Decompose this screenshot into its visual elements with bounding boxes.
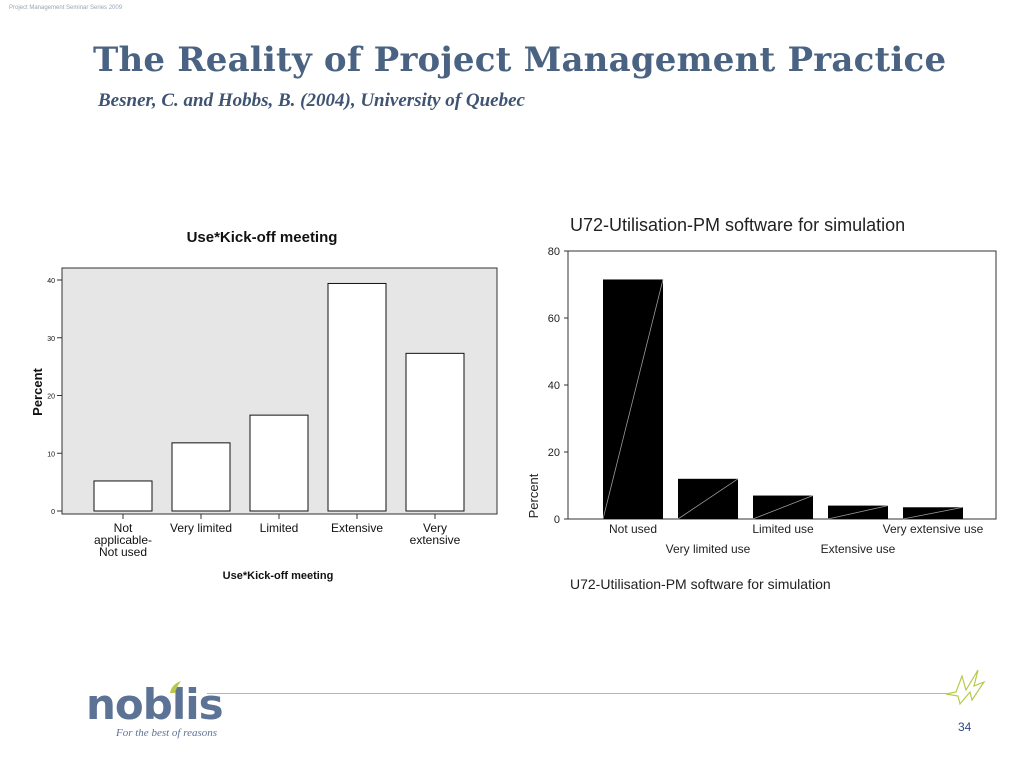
chart2-bar-hatch	[827, 505, 889, 520]
chart1-xtick-label: Limited	[260, 521, 299, 535]
tagline: For the best of reasons	[116, 727, 218, 739]
chart1-bar	[171, 442, 231, 512]
chart2-xlabel: U72-Utilisation-PM software for simulati…	[570, 576, 831, 592]
header-series-label: Project Management Seminar Series 2009	[9, 5, 123, 11]
chart1-xtick-label: Extensive	[331, 521, 383, 535]
chart2-xtick-label: Limited use	[752, 522, 814, 536]
chart1-bar	[327, 282, 387, 512]
chart1-ylabel: Percent	[30, 367, 45, 415]
chart2-ytick-label: 80	[548, 246, 560, 258]
chart2-bar-hatch	[752, 495, 814, 520]
chart2-title: U72-Utilisation-PM software for simulati…	[570, 215, 905, 235]
chart1-title: Use*Kick-off meeting	[187, 229, 338, 246]
kickoff-meeting-chart: Use*Kick-off meeting 0 10 20 30 40 Notapplic…	[30, 229, 498, 582]
pm-software-simulation-chart: U72-Utilisation-PM software for simulati…	[526, 215, 997, 592]
chart1-xtick-label: Very	[423, 521, 447, 535]
chart1-ytick-label: 20	[47, 394, 55, 401]
chart2-bar-hatch	[902, 506, 964, 520]
chart2-xtick-label: Not used	[609, 522, 657, 536]
chart2-ytick-label: 40	[548, 380, 560, 392]
chart1-bar	[405, 352, 465, 512]
chart1-ytick-label: 0	[51, 509, 55, 516]
chart2-ytick-label: 20	[548, 447, 560, 459]
chart1-ytick-label: 40	[47, 278, 55, 285]
chart2-bar-hatch	[677, 478, 739, 520]
chart1-xtick-label: Not used	[99, 545, 147, 559]
page-subtitle: Besner, C. and Hobbs, B. (2004), Univers…	[98, 90, 525, 111]
chart1-xtick-label: applicable-	[94, 533, 152, 547]
chart2-ytick-label: 60	[548, 313, 560, 325]
footer-rule	[207, 693, 947, 694]
chart1-bar	[93, 480, 153, 512]
page-number: 34	[958, 720, 972, 734]
chart2-xtick-label: Extensive use	[821, 542, 896, 556]
noblis-logo: noblis	[86, 680, 224, 729]
chart2-ytick-label: 0	[554, 514, 560, 526]
chart1-xtick-label: Not	[114, 521, 133, 535]
chart1-ytick-label: 30	[47, 336, 55, 343]
logo-leaf-icon	[170, 681, 181, 693]
chart2-ylabel: Percent	[526, 473, 541, 518]
chart1-bar	[249, 414, 309, 512]
chart2-xtick-label: Very extensive use	[883, 522, 984, 536]
chart2-bar-hatch	[602, 279, 664, 520]
chart2-xtick-label: Very limited use	[666, 542, 751, 556]
page-title: The Reality of Project Management Practi…	[93, 40, 947, 80]
chart1-xtick-label: Very limited	[170, 521, 232, 535]
leaf-flourish-icon	[945, 669, 986, 706]
chart1-xtick-label: extensive	[410, 533, 461, 547]
chart1-xlabel: Use*Kick-off meeting	[223, 570, 334, 582]
chart1-ytick-label: 10	[47, 451, 55, 458]
